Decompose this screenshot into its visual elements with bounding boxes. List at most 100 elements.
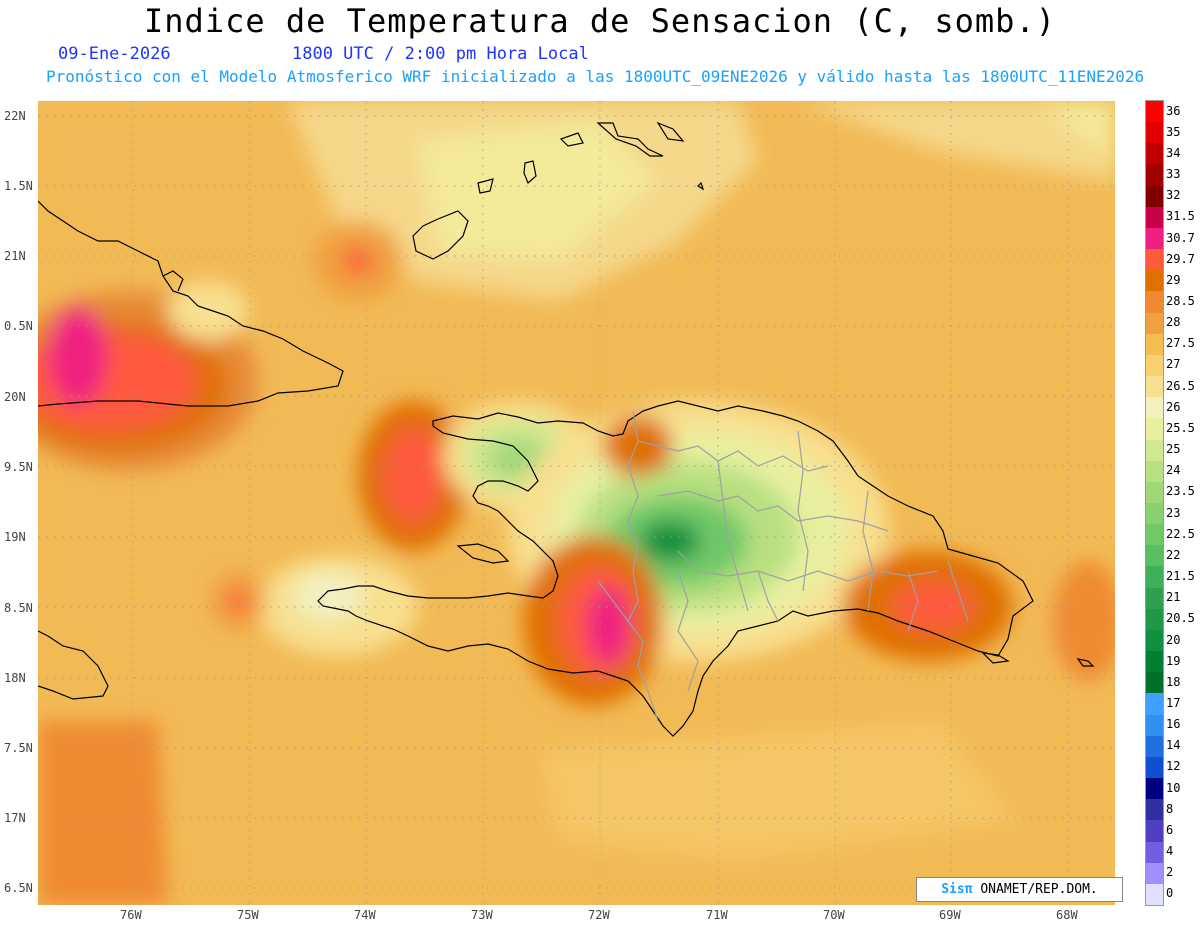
legend-label: 6 bbox=[1166, 822, 1174, 837]
lat-label: 22N bbox=[4, 109, 26, 123]
legend-label: 36 bbox=[1166, 103, 1181, 118]
lon-label: 75W bbox=[237, 908, 259, 922]
legend-swatch bbox=[1146, 481, 1163, 504]
legend-swatch bbox=[1146, 418, 1163, 441]
legend-label: 31.5 bbox=[1166, 209, 1195, 224]
valid-time: 1800 UTC / 2:00 pm Hora Local bbox=[292, 44, 589, 64]
legend-swatch bbox=[1146, 101, 1163, 123]
legend-label: 34 bbox=[1166, 145, 1181, 160]
legend-label: 20.5 bbox=[1166, 611, 1195, 626]
legend-swatch bbox=[1146, 672, 1163, 694]
legend-label: 26.5 bbox=[1166, 378, 1195, 393]
legend-label: 22.5 bbox=[1166, 526, 1195, 541]
cuba-coastline bbox=[38, 200, 344, 407]
legend-swatch bbox=[1146, 778, 1163, 800]
legend-colorbar bbox=[1145, 100, 1164, 906]
hispaniola-coastline bbox=[317, 400, 1034, 737]
forecast-note: Pronóstico con el Modelo Atmosferico WRF… bbox=[46, 67, 1145, 86]
legend-label: 4 bbox=[1166, 844, 1174, 859]
legend-swatch bbox=[1146, 587, 1163, 610]
legend-label: 25.5 bbox=[1166, 420, 1195, 435]
lat-label: 18N bbox=[4, 671, 26, 685]
gonave-coastline bbox=[456, 543, 510, 564]
lon-label: 72W bbox=[588, 908, 610, 922]
legend-swatch bbox=[1146, 524, 1163, 546]
lat-label: 6.5N bbox=[4, 881, 33, 895]
legend-label: 33 bbox=[1166, 167, 1181, 182]
legend-swatch bbox=[1146, 439, 1163, 462]
inagua-coastline bbox=[412, 210, 469, 260]
legend-label: 21.5 bbox=[1166, 569, 1195, 584]
lon-label: 74W bbox=[354, 908, 376, 922]
legend-label: 29 bbox=[1166, 272, 1181, 287]
legend-swatch bbox=[1146, 608, 1163, 631]
legend-label: 19 bbox=[1166, 653, 1181, 668]
legend-label: 27 bbox=[1166, 357, 1181, 372]
lon-label: 69W bbox=[939, 908, 961, 922]
lon-label: 70W bbox=[823, 908, 845, 922]
legend-label: 32 bbox=[1166, 188, 1181, 203]
legend-swatch bbox=[1146, 143, 1163, 165]
legend-label: 17 bbox=[1166, 696, 1181, 710]
lon-label: 71W bbox=[706, 908, 728, 922]
legend-swatch bbox=[1146, 122, 1163, 144]
legend-swatch bbox=[1146, 397, 1163, 419]
legend-label: 25 bbox=[1166, 442, 1181, 457]
legend-swatch bbox=[1146, 883, 1163, 906]
legend-label: 30.7 bbox=[1166, 230, 1195, 245]
legend-label: 8 bbox=[1166, 801, 1174, 816]
lat-label: 1.5N bbox=[4, 179, 33, 193]
legend-swatch bbox=[1146, 376, 1163, 398]
legend-swatch bbox=[1146, 206, 1163, 229]
lon-label: 73W bbox=[471, 908, 493, 922]
legend-swatch bbox=[1146, 333, 1163, 356]
legend-label: 14 bbox=[1166, 738, 1181, 753]
jamaica-coastline bbox=[38, 630, 109, 700]
forecast-date: 09-Ene-2026 bbox=[58, 44, 171, 64]
lat-label: 8.5N bbox=[4, 601, 33, 615]
legend-label: 16 bbox=[1166, 717, 1181, 732]
legend-label: 0 bbox=[1166, 886, 1174, 901]
legend-swatch bbox=[1146, 291, 1163, 314]
legend-label: 20 bbox=[1166, 632, 1181, 647]
legend-swatch bbox=[1146, 354, 1163, 377]
legend-swatch bbox=[1146, 185, 1163, 208]
lat-label: 0.5N bbox=[4, 319, 33, 333]
lat-label: 19N bbox=[4, 530, 26, 544]
legend-swatch bbox=[1146, 862, 1163, 885]
legend-label: 28.5 bbox=[1166, 294, 1195, 308]
legend-swatch bbox=[1146, 566, 1163, 589]
credit-text: ONAMET/REP.DOM. bbox=[972, 882, 1098, 897]
legend-swatch bbox=[1146, 312, 1163, 335]
map-title: Indice de Temperatura de Sensacion (C, s… bbox=[144, 2, 1056, 40]
legend-swatch bbox=[1146, 714, 1163, 737]
legend-swatch bbox=[1146, 841, 1163, 864]
legend-label: 35 bbox=[1166, 124, 1181, 139]
legend-swatch bbox=[1146, 460, 1163, 483]
legend-label: 2 bbox=[1166, 865, 1174, 880]
legend-label: 10 bbox=[1166, 780, 1181, 795]
legend-label: 28 bbox=[1166, 315, 1181, 330]
lat-label: 17N bbox=[4, 811, 26, 825]
legend-label: 18 bbox=[1166, 674, 1181, 689]
legend-swatch bbox=[1146, 820, 1163, 843]
legend-label: 27.5 bbox=[1166, 336, 1195, 351]
legend-swatch bbox=[1146, 629, 1163, 652]
legend-label: 29.7 bbox=[1166, 251, 1195, 266]
legend-swatch bbox=[1146, 249, 1163, 271]
credit-box: Sisπ ONAMET/REP.DOM. bbox=[916, 877, 1123, 902]
legend-swatch bbox=[1146, 651, 1163, 673]
legend-label: 26 bbox=[1166, 399, 1181, 414]
legend-swatch bbox=[1146, 735, 1163, 758]
lon-label: 76W bbox=[120, 908, 142, 922]
legend-label: 23 bbox=[1166, 505, 1181, 520]
legend-swatch bbox=[1146, 270, 1163, 292]
lon-label: 68W bbox=[1056, 908, 1078, 922]
legend-swatch bbox=[1146, 756, 1163, 779]
heat-index-map bbox=[38, 101, 1115, 905]
legend-label: 22 bbox=[1166, 547, 1181, 562]
legend-label: 21 bbox=[1166, 590, 1181, 605]
legend-swatch bbox=[1146, 799, 1163, 821]
legend-label: 12 bbox=[1166, 759, 1181, 774]
lat-label: 21N bbox=[4, 249, 26, 263]
